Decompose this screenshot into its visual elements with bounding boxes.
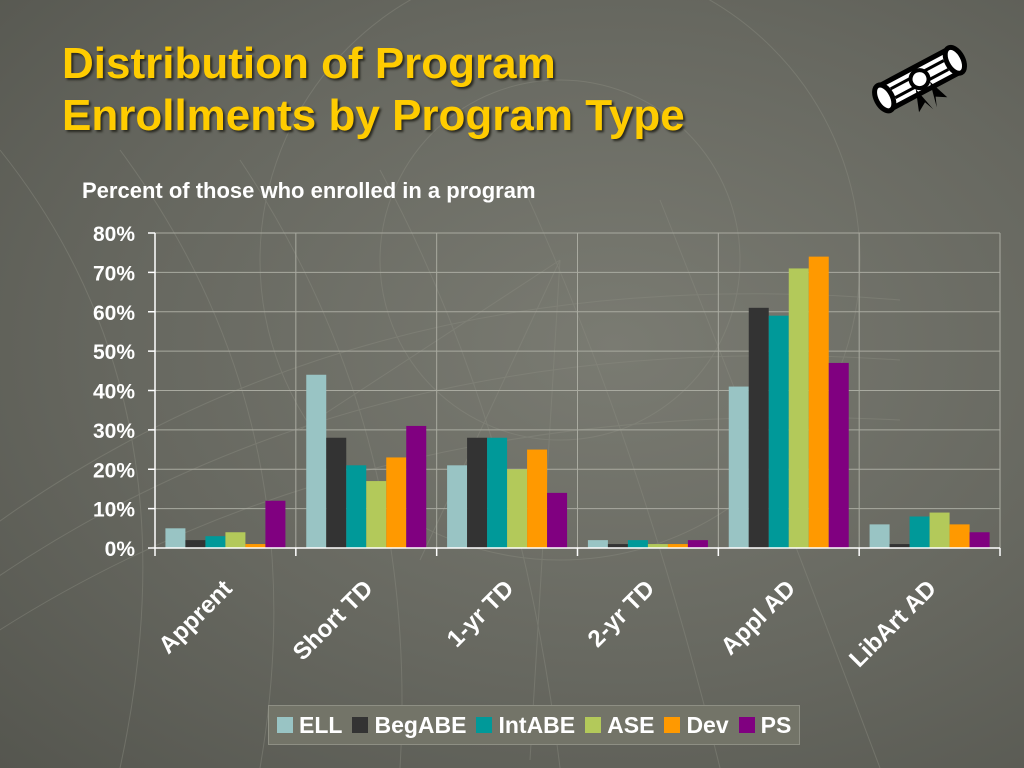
gridlines	[155, 232, 1001, 548]
bar-dev-3	[667, 544, 688, 548]
bar-dev-2	[527, 449, 548, 548]
legend-swatch	[585, 717, 602, 733]
y-tick-label: 70%	[93, 262, 135, 285]
bar-ase-0	[225, 532, 246, 548]
bar-intabe-1	[346, 465, 367, 548]
bar-dev-5	[949, 524, 970, 548]
x-tick-label: Apprent	[154, 575, 238, 659]
bar-ps-2	[547, 492, 568, 548]
chart-legend: ELL BegABE IntABE ASE Dev PS	[268, 705, 801, 745]
legend-item-dev: Dev	[664, 711, 729, 739]
x-tick-label: Short TD	[288, 575, 379, 666]
legend-swatch	[476, 717, 493, 733]
legend-item-begabe: BegABE	[352, 712, 466, 739]
y-tick-label: 60%	[93, 302, 135, 325]
y-tick-label: 50%	[93, 341, 135, 364]
slide-title-line-1: Distribution of Program	[62, 39, 556, 88]
bar-begabe-1	[326, 437, 347, 548]
y-tick-label: 10%	[93, 499, 135, 522]
diploma-icon	[872, 44, 967, 114]
y-tick-label: 40%	[93, 381, 135, 404]
legend-label: ASE	[607, 711, 655, 738]
bar-ase-5	[929, 512, 950, 548]
bar-ps-5	[969, 532, 990, 548]
legend-swatch	[664, 717, 681, 733]
y-tick-label: 0%	[105, 538, 136, 561]
slide-title-line-2: Enrollments by Program Type	[62, 91, 685, 140]
bar-chart: 0% 10% 20% 30% 40% 50% 60% 70% 80% Apprent Short …	[93, 223, 1001, 673]
y-tick-label: 30%	[93, 420, 135, 443]
bars	[165, 256, 990, 548]
legend-label: ELL	[299, 711, 343, 738]
legend-label: Dev	[686, 711, 729, 738]
legend-item-ps: PS	[738, 711, 792, 739]
bar-begabe-5	[889, 544, 910, 548]
bar-begabe-2	[467, 437, 488, 548]
axes	[148, 232, 1001, 556]
x-axis-tick-labels: Apprent Short TD 1-yr TD 2-yr TD Appl AD LibA…	[154, 575, 942, 673]
y-axis-tick-labels: 0% 10% 20% 30% 40% 50% 60% 70% 80%	[93, 223, 135, 561]
bar-begabe-3	[607, 544, 628, 548]
bar-ase-3	[647, 544, 668, 548]
slide-title: Distribution of Program Enrollments by P…	[62, 38, 685, 142]
legend-swatch	[277, 717, 293, 733]
bar-ps-1	[406, 425, 427, 548]
legend-item-ase: ASE	[585, 712, 654, 739]
bar-ell-5	[869, 524, 890, 548]
x-tick-label: 2-yr TD	[583, 575, 661, 653]
legend-label: BegABE	[374, 711, 467, 738]
legend-label: PS	[760, 711, 792, 738]
chart-subtitle: Percent of those who enrolled in a progr…	[82, 178, 536, 203]
bar-ps-4	[828, 362, 849, 548]
bar-intabe-4	[768, 315, 789, 548]
legend-item-intabe: IntABE	[476, 712, 575, 739]
bar-dev-4	[808, 256, 829, 548]
bar-ps-3	[687, 540, 708, 548]
x-tick-label: LibArt AD	[844, 575, 942, 673]
legend-swatch	[738, 717, 755, 733]
bar-ell-0	[165, 528, 186, 548]
bar-begabe-4	[748, 307, 769, 548]
bar-begabe-0	[185, 540, 206, 548]
bar-ase-2	[507, 469, 528, 548]
bar-ase-4	[788, 268, 809, 548]
bar-intabe-2	[487, 437, 508, 548]
bar-ase-1	[366, 481, 387, 548]
x-tick-label: 1-yr TD	[442, 575, 520, 653]
legend-item-ell: ELL	[277, 712, 342, 739]
bar-intabe-0	[205, 536, 226, 548]
bar-ell-2	[447, 465, 468, 548]
bar-intabe-5	[909, 516, 930, 548]
bar-ell-1	[306, 374, 327, 548]
bar-ell-4	[728, 386, 749, 548]
legend-swatch	[352, 717, 369, 733]
bar-dev-0	[245, 544, 266, 548]
legend-label: IntABE	[498, 711, 576, 738]
bar-ps-0	[265, 500, 286, 548]
y-tick-label: 20%	[93, 459, 135, 482]
bar-ell-3	[587, 540, 608, 548]
y-tick-label: 80%	[93, 223, 135, 246]
bar-dev-1	[386, 457, 407, 548]
x-tick-label: Appl AD	[716, 575, 801, 660]
bar-intabe-3	[627, 540, 648, 548]
